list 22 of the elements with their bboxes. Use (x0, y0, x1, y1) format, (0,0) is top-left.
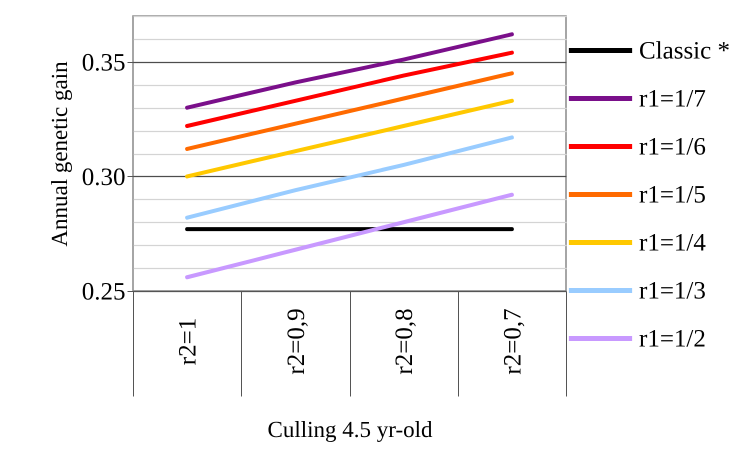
x-tick-label: r2=0,7 (499, 308, 526, 375)
y-tick-label: 0.35 (82, 49, 126, 76)
legend-label: Classic * (639, 38, 730, 64)
legend-label: r1=1/7 (639, 86, 706, 112)
legend-label: r1=1/2 (639, 326, 706, 352)
legend-label: r1=1/4 (639, 230, 706, 256)
line-series (185, 98, 514, 178)
y-axis-title: Annual genetic gain (46, 60, 72, 247)
legend-label: r1=1/3 (639, 278, 706, 304)
legend-label: r1=1/6 (639, 134, 706, 160)
x-tick-label: r2=1 (174, 318, 202, 366)
x-tick-label: r2=0,9 (282, 308, 310, 375)
line-series (185, 71, 514, 151)
legend-label: r1=1/5 (639, 182, 706, 208)
line-series (185, 50, 514, 128)
line-series (185, 135, 514, 220)
y-tick-label: 0.25 (82, 278, 126, 306)
y-tick-label: 0.30 (82, 164, 126, 191)
line-series (185, 192, 514, 280)
line-series (185, 32, 514, 110)
x-tick-label: r2=0,8 (391, 308, 418, 375)
x-axis-title: Culling 4.5 yr-old (267, 417, 433, 442)
